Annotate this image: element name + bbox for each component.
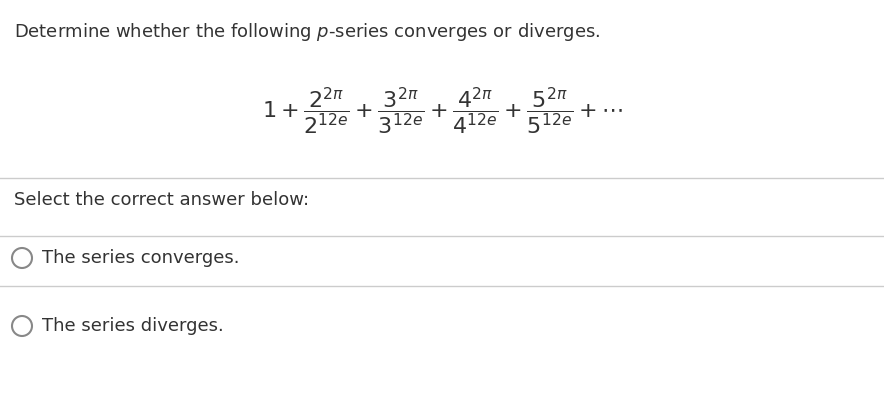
- Text: $1 + \dfrac{2^{2\pi}}{2^{12e}} + \dfrac{3^{2\pi}}{3^{12e}} + \dfrac{4^{2\pi}}{4^: $1 + \dfrac{2^{2\pi}}{2^{12e}} + \dfrac{…: [262, 85, 622, 137]
- Text: Determine whether the following $p$-series converges or diverges.: Determine whether the following $p$-seri…: [14, 21, 600, 43]
- Text: Select the correct answer below:: Select the correct answer below:: [14, 191, 309, 209]
- Text: The series diverges.: The series diverges.: [42, 317, 224, 335]
- Text: The series converges.: The series converges.: [42, 249, 240, 267]
